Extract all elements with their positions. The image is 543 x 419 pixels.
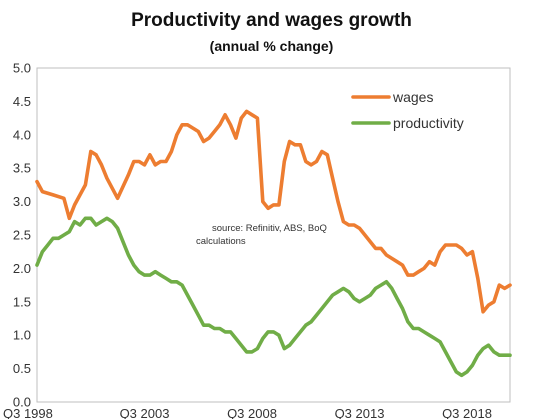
x-tick-label: Q3 2013 [335,406,385,419]
series-lines [35,109,512,378]
source-note-line-2: calculations [196,236,246,247]
y-tick-label: 0.5 [13,361,31,376]
y-tick-label: 2.0 [13,261,31,276]
source-note-line-1: source: Refinitiv, ABS, BoQ [212,223,327,234]
chart-title: Productivity and wages growth [131,10,412,31]
y-tick-label: 1.0 [13,328,31,343]
y-tick-label: 1.5 [13,294,31,309]
x-tick-label: Q3 1998 [3,406,53,419]
y-tick-label: 2.5 [13,228,31,243]
legend: wages productivity [351,89,464,131]
y-axis-ticks: 0.0 0.5 1.0 1.5 2.0 2.5 3.0 3.5 4.0 4.5 5.0 [13,61,31,410]
series-line-productivity [35,216,512,378]
y-tick-label: 3.5 [13,161,31,176]
x-tick-label: Q3 2003 [120,406,170,419]
x-tick-label: Q3 2018 [442,406,492,419]
plot-area [36,67,511,403]
y-tick-label: 3.0 [13,194,31,209]
y-tick-label: 4.0 [13,127,31,142]
legend-label-productivity: productivity [393,115,464,131]
chart-subtitle: (annual % change) [209,38,334,54]
x-axis-ticks: Q3 1998 Q3 2003 Q3 2008 Q3 2013 Q3 2018 [3,406,492,419]
y-tick-label: 5.0 [13,61,31,76]
series-line-wages [35,109,512,314]
y-tick-label: 4.5 [13,94,31,109]
x-tick-label: Q3 2008 [227,406,277,419]
y-tick-label: 0.0 [13,395,31,410]
legend-label-wages: wages [392,89,433,105]
